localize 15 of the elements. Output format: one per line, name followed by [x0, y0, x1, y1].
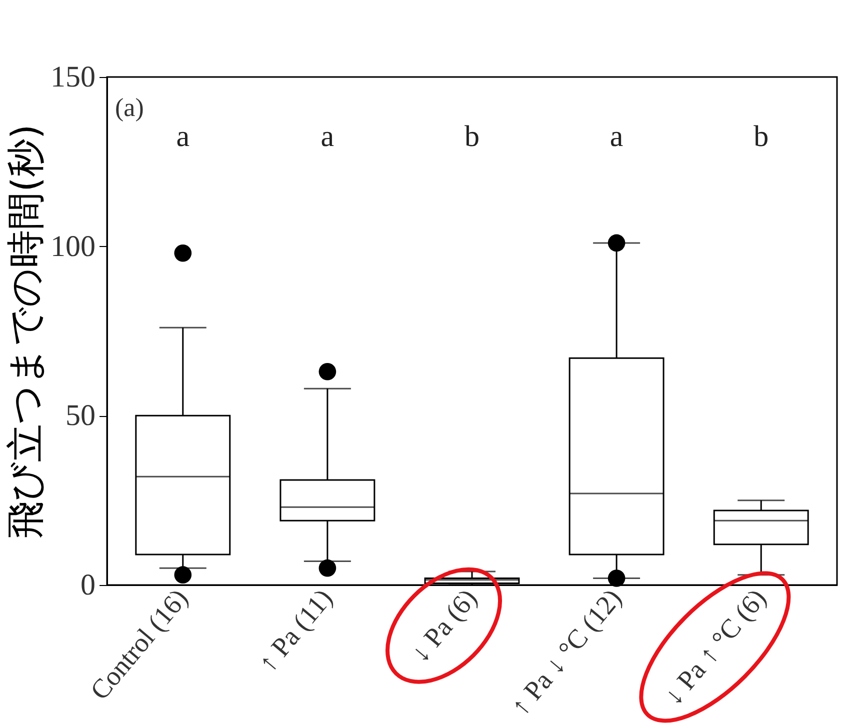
annotation: b — [754, 120, 769, 153]
annotation: a — [610, 120, 624, 153]
annotation: (a) — [115, 93, 144, 122]
x-tick-label: ↑ Pa ↓ °C (12) — [504, 583, 628, 722]
y-tick-label: 0 — [80, 568, 96, 602]
x-tick-label: ↓ Pa ↑ °C (6) — [658, 583, 772, 711]
x-tick-label: ↑ Pa (11) — [252, 583, 338, 678]
y-tick-label: 100 — [50, 230, 96, 263]
y-axis-title: 飛び立つまでの時間(秒) — [4, 124, 48, 539]
annotation: b — [464, 120, 480, 153]
y-tick-label: 150 — [50, 60, 96, 94]
annotation: a — [320, 120, 334, 153]
annotation: a — [176, 120, 190, 153]
x-tick-label: ↓ Pa (6) — [404, 583, 483, 668]
y-tick-label: 50 — [66, 399, 96, 432]
